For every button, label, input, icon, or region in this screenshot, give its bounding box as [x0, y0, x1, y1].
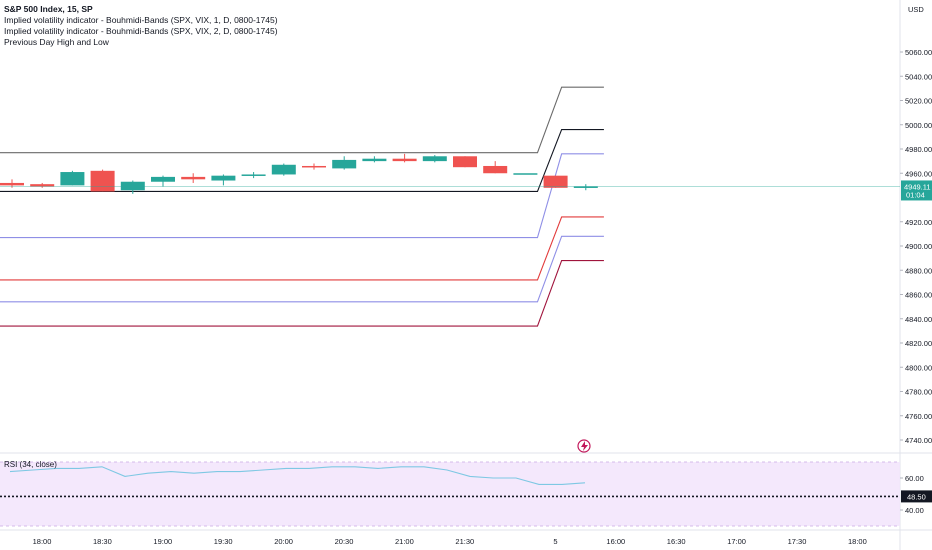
current-price-badge	[901, 180, 932, 201]
band-line-upper2	[0, 86, 604, 154]
candle-body	[90, 170, 115, 192]
band-line-upper1	[0, 153, 604, 239]
time-tick-label: 16:30	[667, 537, 686, 546]
time-tick-label: 17:00	[727, 537, 746, 546]
candle-body	[573, 186, 598, 188]
current-price-label: 4949.11	[904, 182, 931, 191]
price-tick-label: 4740.00	[905, 436, 932, 445]
rsi-tick-label: 40.00	[905, 506, 924, 515]
candle-body	[453, 156, 477, 168]
time-tick-label: 21:30	[455, 537, 474, 546]
candle-body	[181, 176, 206, 180]
price-tick-label: 4780.00	[905, 388, 932, 397]
price-tick-label: 4820.00	[905, 339, 932, 348]
legend-symbol[interactable]: S&P 500 Index, 15, SP	[4, 4, 93, 14]
candle-body	[151, 176, 175, 182]
legend-indicator-3[interactable]: Previous Day High and Low	[4, 37, 109, 47]
price-tick-label: 5040.00	[905, 72, 932, 81]
candle-body	[422, 156, 447, 162]
rsi-title[interactable]: RSI (34, close)	[4, 460, 57, 469]
candle-body	[211, 175, 236, 181]
price-tick-label: 4840.00	[905, 315, 932, 324]
price-tick-label: 4880.00	[905, 266, 932, 275]
currency-label: USD	[908, 5, 924, 14]
band-line-lower-mid	[0, 235, 604, 303]
price-tick-label: 4760.00	[905, 412, 932, 421]
band-line-prev-high	[0, 129, 604, 192]
candle-body	[392, 158, 417, 162]
price-tick-label: 4900.00	[905, 242, 932, 251]
price-tick-label: 5060.00	[905, 48, 932, 57]
legend-indicator-2[interactable]: Implied volatility indicator - Bouhmidi-…	[4, 26, 278, 36]
price-tick-label: 5000.00	[905, 121, 932, 130]
time-tick-label: 16:00	[606, 537, 625, 546]
time-tick-label: 19:30	[214, 537, 233, 546]
countdown-label: 01:04	[906, 190, 925, 199]
time-tick-label: 18:30	[93, 537, 112, 546]
candle-body	[543, 175, 568, 188]
candle-body	[60, 172, 85, 186]
price-tick-label: 4980.00	[905, 145, 932, 154]
candle-body	[241, 174, 266, 176]
band-line-lower2	[0, 259, 604, 327]
rsi-tick-label: 60.00	[905, 474, 924, 483]
time-tick-label: 18:00	[33, 537, 52, 546]
candle-body	[513, 173, 538, 175]
price-tick-label: 4800.00	[905, 363, 932, 372]
rsi-band-fill	[0, 462, 900, 526]
price-tick-label: 4920.00	[905, 218, 932, 227]
rsi-line	[9, 466, 586, 485]
candle-body	[120, 181, 145, 191]
candle-body	[271, 164, 296, 175]
candle-body	[0, 182, 24, 186]
rsi-current-badge	[901, 490, 932, 503]
candle-body	[332, 159, 357, 169]
time-tick-label: 20:00	[274, 537, 293, 546]
candle-body	[302, 165, 326, 168]
candle-body	[362, 158, 387, 162]
band-line-lower1	[0, 216, 604, 281]
price-tick-label: 4860.00	[905, 291, 932, 300]
legend-indicator-1[interactable]: Implied volatility indicator - Bouhmidi-…	[4, 15, 278, 25]
time-tick-label: 18:00	[848, 537, 867, 546]
rsi-current-label: 48.50	[907, 492, 926, 501]
lightning-icon-bolt	[581, 441, 588, 451]
time-tick-label: 5	[553, 537, 557, 546]
time-tick-label: 17:30	[788, 537, 807, 546]
time-tick-label: 20:30	[335, 537, 354, 546]
candle-body	[30, 184, 55, 187]
time-tick-label: 21:00	[395, 537, 414, 546]
time-tick-label: 19:00	[153, 537, 172, 546]
price-tick-label: 4960.00	[905, 169, 932, 178]
price-tick-label: 5020.00	[905, 97, 932, 106]
candle-body	[483, 165, 508, 174]
